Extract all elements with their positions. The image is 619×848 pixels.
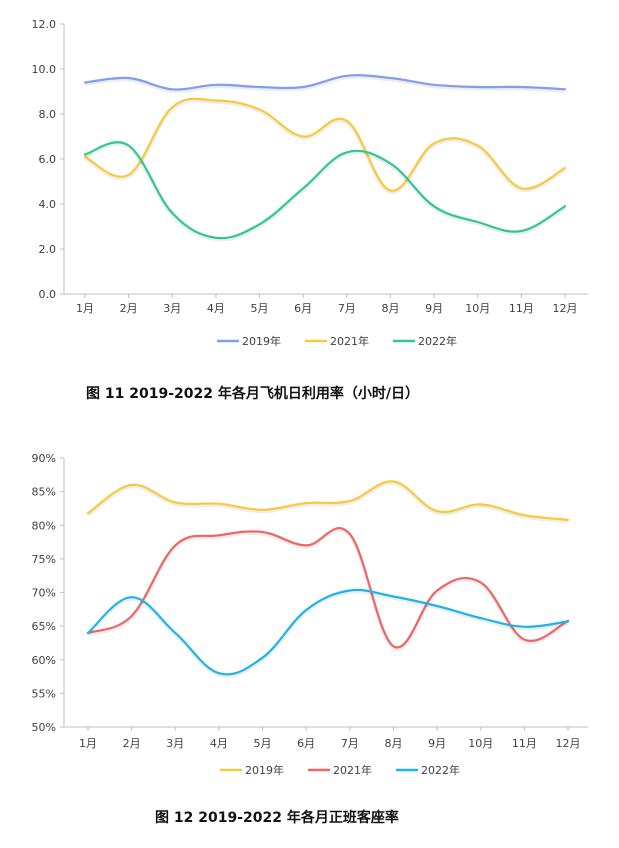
x-tick-label: 2月 [123, 737, 141, 750]
legend-label: 2022年 [418, 334, 457, 348]
x-tick-label: 4月 [210, 737, 228, 750]
aircraft-utilization-chart: 0.0 2.0 4.0 6.0 8.0 10.0 12.0 1月 2月 3月 4月 5月 6月 7月 8月 9… [32, 18, 588, 402]
y-tick-label: 75% [32, 553, 56, 566]
y-tick-label: 90% [32, 452, 56, 465]
x-tick-label: 11月 [509, 302, 534, 315]
x-tick-label: 7月 [341, 737, 359, 750]
y-tick-label: 80% [32, 519, 56, 532]
legend-label: 2019年 [245, 763, 284, 777]
figure-caption: 图 12 2019-2022 年各月正班客座率 [155, 809, 399, 826]
x-tick-label: 7月 [338, 302, 356, 315]
x-tick-label: 10月 [468, 737, 493, 750]
y-tick-label: 6.0 [39, 153, 57, 166]
x-tick-label: 12月 [553, 302, 578, 315]
x-tick-label: 2月 [120, 302, 138, 315]
y-tick-label: 65% [32, 620, 56, 633]
series-line-2022年 [83, 141, 567, 240]
x-tick-label: 8月 [381, 302, 399, 315]
x-tick-label: 3月 [163, 302, 181, 315]
y-tick-label: 60% [32, 654, 56, 667]
x-tick-label: 10月 [465, 302, 490, 315]
x-tick-label: 3月 [166, 737, 184, 750]
x-tick-label: 5月 [251, 302, 269, 315]
legend-label: 2022年 [421, 763, 460, 777]
y-tick-label: 55% [32, 687, 56, 700]
y-tick-label: 85% [32, 486, 56, 499]
series-line-2021年 [86, 527, 570, 649]
legend-label: 2021年 [330, 334, 369, 348]
x-tick-label: 8月 [384, 737, 402, 750]
series-shadow-1 [87, 527, 569, 652]
y-tick-label: 8.0 [39, 108, 57, 121]
x-tick-label: 6月 [294, 302, 312, 315]
series-shadow-1 [84, 98, 566, 195]
x-tick-label: 12月 [556, 737, 581, 750]
y-tick-label: 10.0 [32, 63, 57, 76]
legend-label: 2021年 [333, 763, 372, 777]
x-tick-label: 11月 [512, 737, 537, 750]
x-tick-label: 4月 [207, 302, 225, 315]
legend-label: 2019年 [242, 334, 281, 348]
passenger-load-factor-chart: 50% 55% 60% 65% 70% 75% 80% 85% 90% 1月 2月 3月 4月 5月 6月 7… [32, 452, 588, 826]
x-tick-label: 5月 [254, 737, 272, 750]
series-line-2021年 [83, 97, 567, 192]
series-line-2019年 [86, 480, 570, 521]
x-tick-label: 9月 [428, 737, 446, 750]
y-tick-label: 12.0 [32, 18, 57, 31]
x-tick-label: 1月 [79, 737, 97, 750]
figure-caption: 图 11 2019-2022 年各月飞机日利用率（小时/日） [86, 385, 419, 402]
x-tick-label: 9月 [425, 302, 443, 315]
y-tick-label: 4.0 [39, 198, 57, 211]
y-tick-label: 2.0 [39, 243, 57, 256]
y-tick-label: 70% [32, 587, 56, 600]
series-shadow-0 [86, 480, 569, 524]
y-tick-label: 0.0 [39, 288, 57, 301]
y-tick-label: 50% [32, 721, 56, 734]
x-tick-label: 6月 [297, 737, 315, 750]
series-line-2019年 [83, 74, 567, 91]
series-line-2022年 [86, 588, 570, 676]
x-tick-label: 1月 [76, 302, 94, 315]
series-shadow-0 [84, 74, 566, 93]
